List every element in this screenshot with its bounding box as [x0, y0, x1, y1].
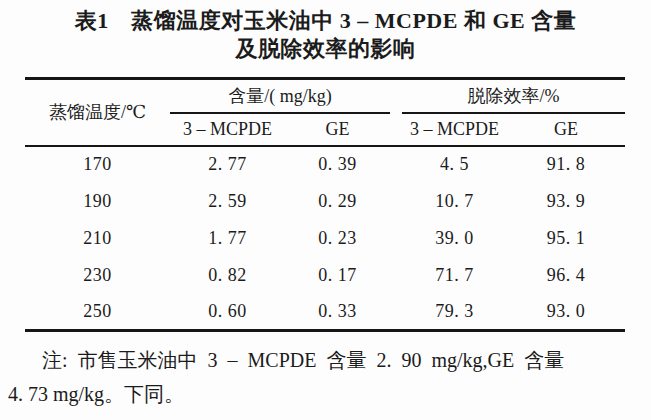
cell-ge-content: 0. 29: [285, 183, 390, 220]
table-footnote: 注: 市售玉米油中 3 – MCPDE 含量 2. 90 mg/kg,GE 含量…: [8, 343, 643, 411]
cell-ge-removal: 96. 4: [507, 257, 625, 294]
cell-3mcpde-removal: 10. 7: [402, 183, 507, 220]
paper-table-figure: 表1 蒸馏温度对玉米油中 3 – MCPDE 和 GE 含量 及脱除效率的影响 …: [0, 0, 651, 420]
cell-ge-content: 0. 39: [285, 146, 390, 183]
data-table: 蒸馏温度/℃ 含量/( mg/kg) 脱除效率/% 3 – MCPDE GE 3…: [25, 77, 625, 332]
cell-3mcpde-content: 0. 60: [170, 294, 285, 331]
table-row: 210 1. 77 0. 23 39. 0 95. 1: [25, 220, 625, 257]
column-group-gap: [390, 79, 402, 146]
cell-ge-removal: 91. 8: [507, 146, 625, 183]
column-header-3mcpde-removal: 3 – MCPDE: [402, 113, 507, 146]
cell-temperature: 230: [25, 257, 170, 294]
cell-ge-removal: 93. 0: [507, 294, 625, 331]
cell-gap: [390, 294, 402, 331]
table-row: 250 0. 60 0. 33 79. 3 93. 0: [25, 294, 625, 331]
cell-3mcpde-content: 2. 59: [170, 183, 285, 220]
table-title-line1: 表1 蒸馏温度对玉米油中 3 – MCPDE 和 GE 含量: [0, 7, 651, 35]
cell-3mcpde-removal: 4. 5: [402, 146, 507, 183]
table-row: 170 2. 77 0. 39 4. 5 91. 8: [25, 146, 625, 183]
cell-3mcpde-removal: 79. 3: [402, 294, 507, 331]
cell-ge-content: 0. 17: [285, 257, 390, 294]
table-row: 190 2. 59 0. 29 10. 7 93. 9: [25, 183, 625, 220]
header-group-row: 蒸馏温度/℃ 含量/( mg/kg) 脱除效率/%: [25, 79, 625, 113]
column-group-removal-efficiency: 脱除效率/%: [402, 79, 625, 113]
cell-gap: [390, 220, 402, 257]
cell-temperature: 170: [25, 146, 170, 183]
cell-3mcpde-content: 2. 77: [170, 146, 285, 183]
table-title: 表1 蒸馏温度对玉米油中 3 – MCPDE 和 GE 含量 及脱除效率的影响: [0, 7, 651, 63]
cell-3mcpde-content: 1. 77: [170, 220, 285, 257]
cell-temperature: 190: [25, 183, 170, 220]
footnote-line2: 4. 73 mg/kg。下同。: [8, 377, 643, 411]
column-header-temperature: 蒸馏温度/℃: [25, 79, 170, 146]
column-group-content: 含量/( mg/kg): [170, 79, 390, 113]
cell-gap: [390, 146, 402, 183]
cell-ge-removal: 93. 9: [507, 183, 625, 220]
column-header-3mcpde-content: 3 – MCPDE: [170, 113, 285, 146]
footnote-line1: 注: 市售玉米油中 3 – MCPDE 含量 2. 90 mg/kg,GE 含量: [8, 343, 643, 377]
cell-3mcpde-content: 0. 82: [170, 257, 285, 294]
table-row: 230 0. 82 0. 17 71. 7 96. 4: [25, 257, 625, 294]
cell-gap: [390, 183, 402, 220]
table-title-line2: 及脱除效率的影响: [0, 35, 651, 63]
cell-ge-content: 0. 23: [285, 220, 390, 257]
cell-gap: [390, 257, 402, 294]
cell-ge-removal: 95. 1: [507, 220, 625, 257]
cell-3mcpde-removal: 71. 7: [402, 257, 507, 294]
column-header-ge-removal: GE: [507, 113, 625, 146]
cell-temperature: 250: [25, 294, 170, 331]
cell-ge-content: 0. 33: [285, 294, 390, 331]
cell-temperature: 210: [25, 220, 170, 257]
column-header-ge-content: GE: [285, 113, 390, 146]
cell-3mcpde-removal: 39. 0: [402, 220, 507, 257]
